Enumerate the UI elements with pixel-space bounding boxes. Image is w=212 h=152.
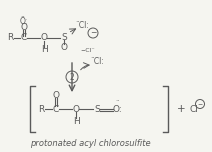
Text: O: O: [40, 33, 47, 43]
Text: O: O: [21, 22, 28, 31]
Text: −Cl⁻: −Cl⁻: [81, 47, 95, 52]
Text: +: +: [177, 104, 185, 114]
Text: ¨Cl:: ¨Cl:: [90, 57, 104, 67]
Text: O:: O:: [112, 105, 122, 114]
Text: C: C: [21, 33, 27, 43]
Text: −: −: [90, 29, 96, 38]
Text: ¨Cl:: ¨Cl:: [75, 21, 89, 31]
Text: 2: 2: [70, 73, 74, 81]
Text: H: H: [41, 45, 47, 55]
Text: Ö:: Ö:: [20, 17, 28, 26]
Text: C: C: [53, 105, 59, 114]
Text: R: R: [38, 105, 44, 114]
Text: ¨: ¨: [115, 101, 119, 107]
Text: O: O: [53, 90, 60, 100]
Text: protonated acyl chlorosulfite: protonated acyl chlorosulfite: [30, 140, 150, 149]
Text: O: O: [73, 105, 80, 114]
Text: S: S: [94, 105, 100, 114]
Text: −: −: [197, 102, 203, 107]
Text: H: H: [73, 117, 79, 126]
Text: R: R: [7, 33, 13, 43]
Text: S: S: [61, 33, 67, 43]
Text: O: O: [60, 43, 67, 52]
Text: Cl: Cl: [190, 105, 198, 114]
